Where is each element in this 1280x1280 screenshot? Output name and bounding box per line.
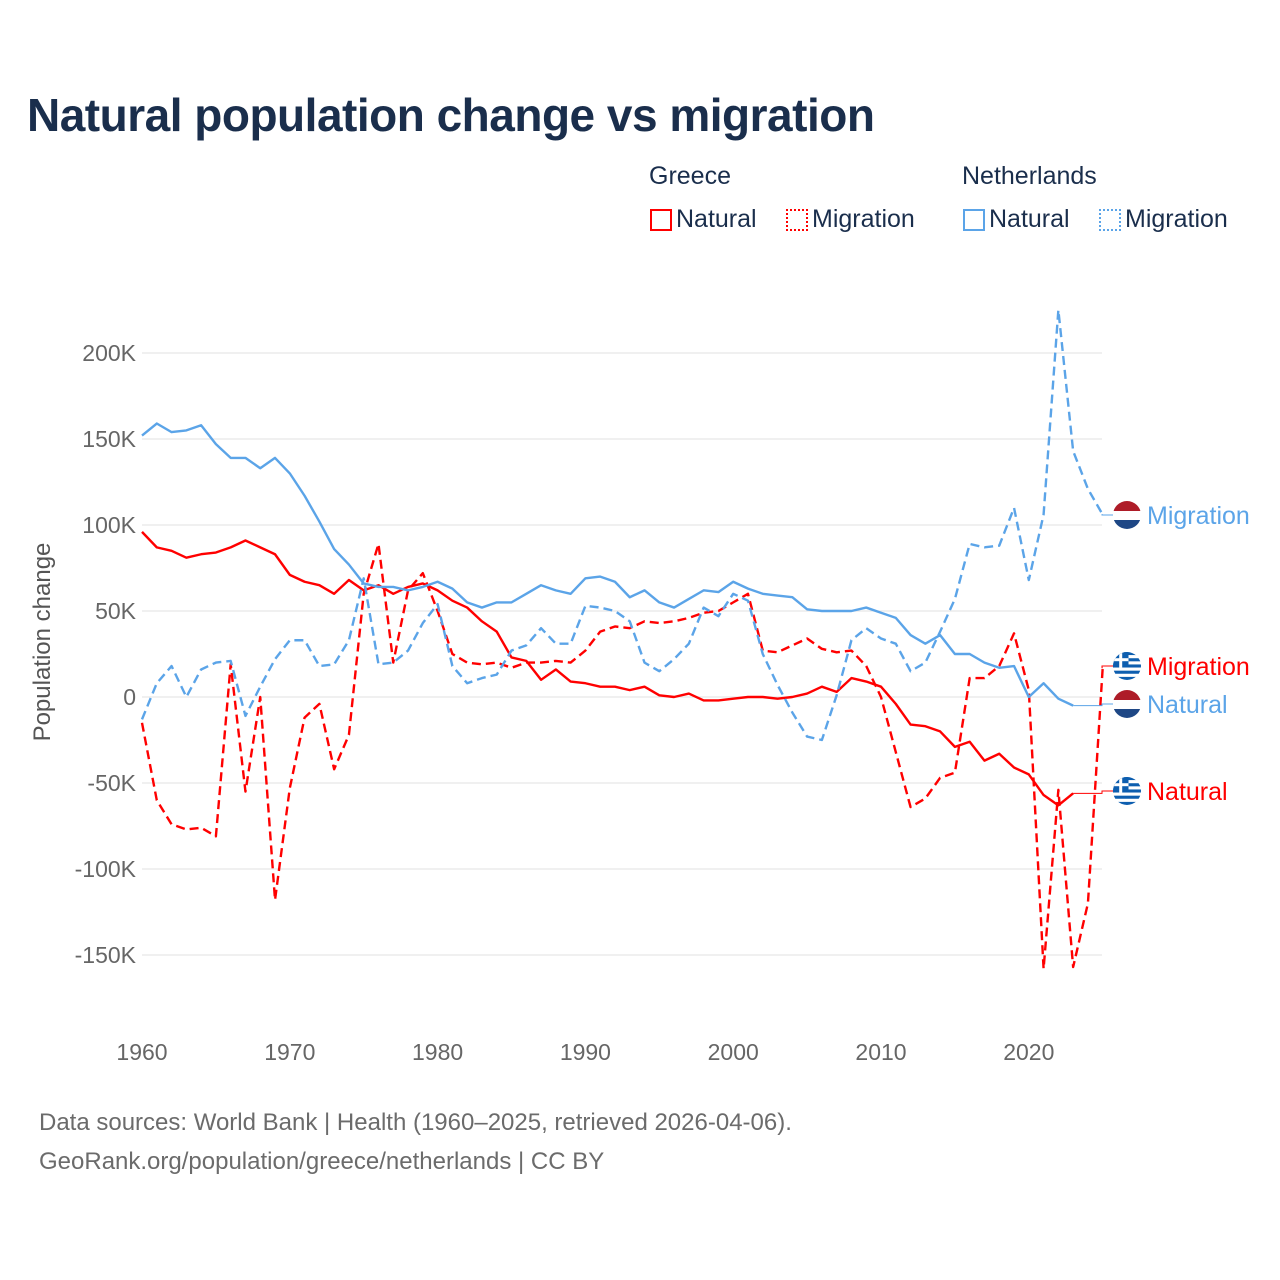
series-end-label: Natural xyxy=(1147,778,1228,806)
legend-netherlands-natural[interactable]: Natural xyxy=(963,205,1070,234)
series-line-greece-migration[interactable] xyxy=(140,542,1104,970)
legend-netherlands-migration[interactable]: Migration xyxy=(1099,205,1228,234)
netherlands-flag-icon xyxy=(1113,690,1141,718)
y-tick-label: 150K xyxy=(82,426,136,452)
series-end-label: Natural xyxy=(1147,691,1228,719)
legend-group-netherlands: Netherlands xyxy=(962,162,1097,190)
greece-flag-icon xyxy=(1113,652,1141,680)
series-line-netherlands-migration[interactable] xyxy=(140,308,1104,742)
connector-line xyxy=(1101,665,1113,669)
legend-label: Migration xyxy=(1125,205,1228,233)
series-line-greece-natural[interactable] xyxy=(141,531,1074,807)
y-tick-label: 50K xyxy=(95,598,137,624)
y-tick-label: 100K xyxy=(82,512,136,538)
y-tick-label: 0 xyxy=(123,684,136,710)
greece-flag-icon xyxy=(1113,777,1141,805)
series-line-netherlands-natural[interactable] xyxy=(141,422,1074,707)
legend-label: Natural xyxy=(676,205,757,233)
connector-line xyxy=(1073,790,1113,794)
legend-greece-migration[interactable]: Migration xyxy=(786,205,915,234)
series-end-label: Migration xyxy=(1147,653,1250,681)
dotted-swatch-icon xyxy=(786,208,808,231)
y-tick-label: -50K xyxy=(87,770,136,796)
solid-swatch-icon xyxy=(650,208,672,231)
footer-sources: Data sources: World Bank | Health (1960–… xyxy=(39,1109,792,1136)
y-tick-label: 200K xyxy=(82,340,136,366)
x-tick-label: 1970 xyxy=(264,1039,315,1065)
x-tick-label: 1960 xyxy=(116,1039,167,1065)
legend-greece-natural[interactable]: Natural xyxy=(650,205,757,234)
solid-swatch-icon xyxy=(963,208,985,231)
x-tick-label: 1990 xyxy=(560,1039,611,1065)
y-axis-label: Population change xyxy=(29,543,56,742)
y-tick-label: -100K xyxy=(75,856,137,882)
connector-line xyxy=(1073,703,1113,707)
chart-title: Natural population change vs migration xyxy=(27,89,875,141)
series-end-label: Migration xyxy=(1147,502,1250,530)
x-tick-label: 2010 xyxy=(855,1039,906,1065)
legend-label: Natural xyxy=(989,205,1070,233)
x-tick-label: 1980 xyxy=(412,1039,463,1065)
x-tick-label: 2020 xyxy=(1003,1039,1054,1065)
netherlands-flag-icon xyxy=(1113,501,1141,529)
y-tick-label: -150K xyxy=(75,942,137,968)
footer-attribution: GeoRank.org/population/greece/netherland… xyxy=(39,1148,605,1175)
x-tick-label: 2000 xyxy=(708,1039,759,1065)
legend-label: Migration xyxy=(812,205,915,233)
legend-group-greece: Greece xyxy=(649,162,731,190)
dotted-swatch-icon xyxy=(1099,208,1121,231)
